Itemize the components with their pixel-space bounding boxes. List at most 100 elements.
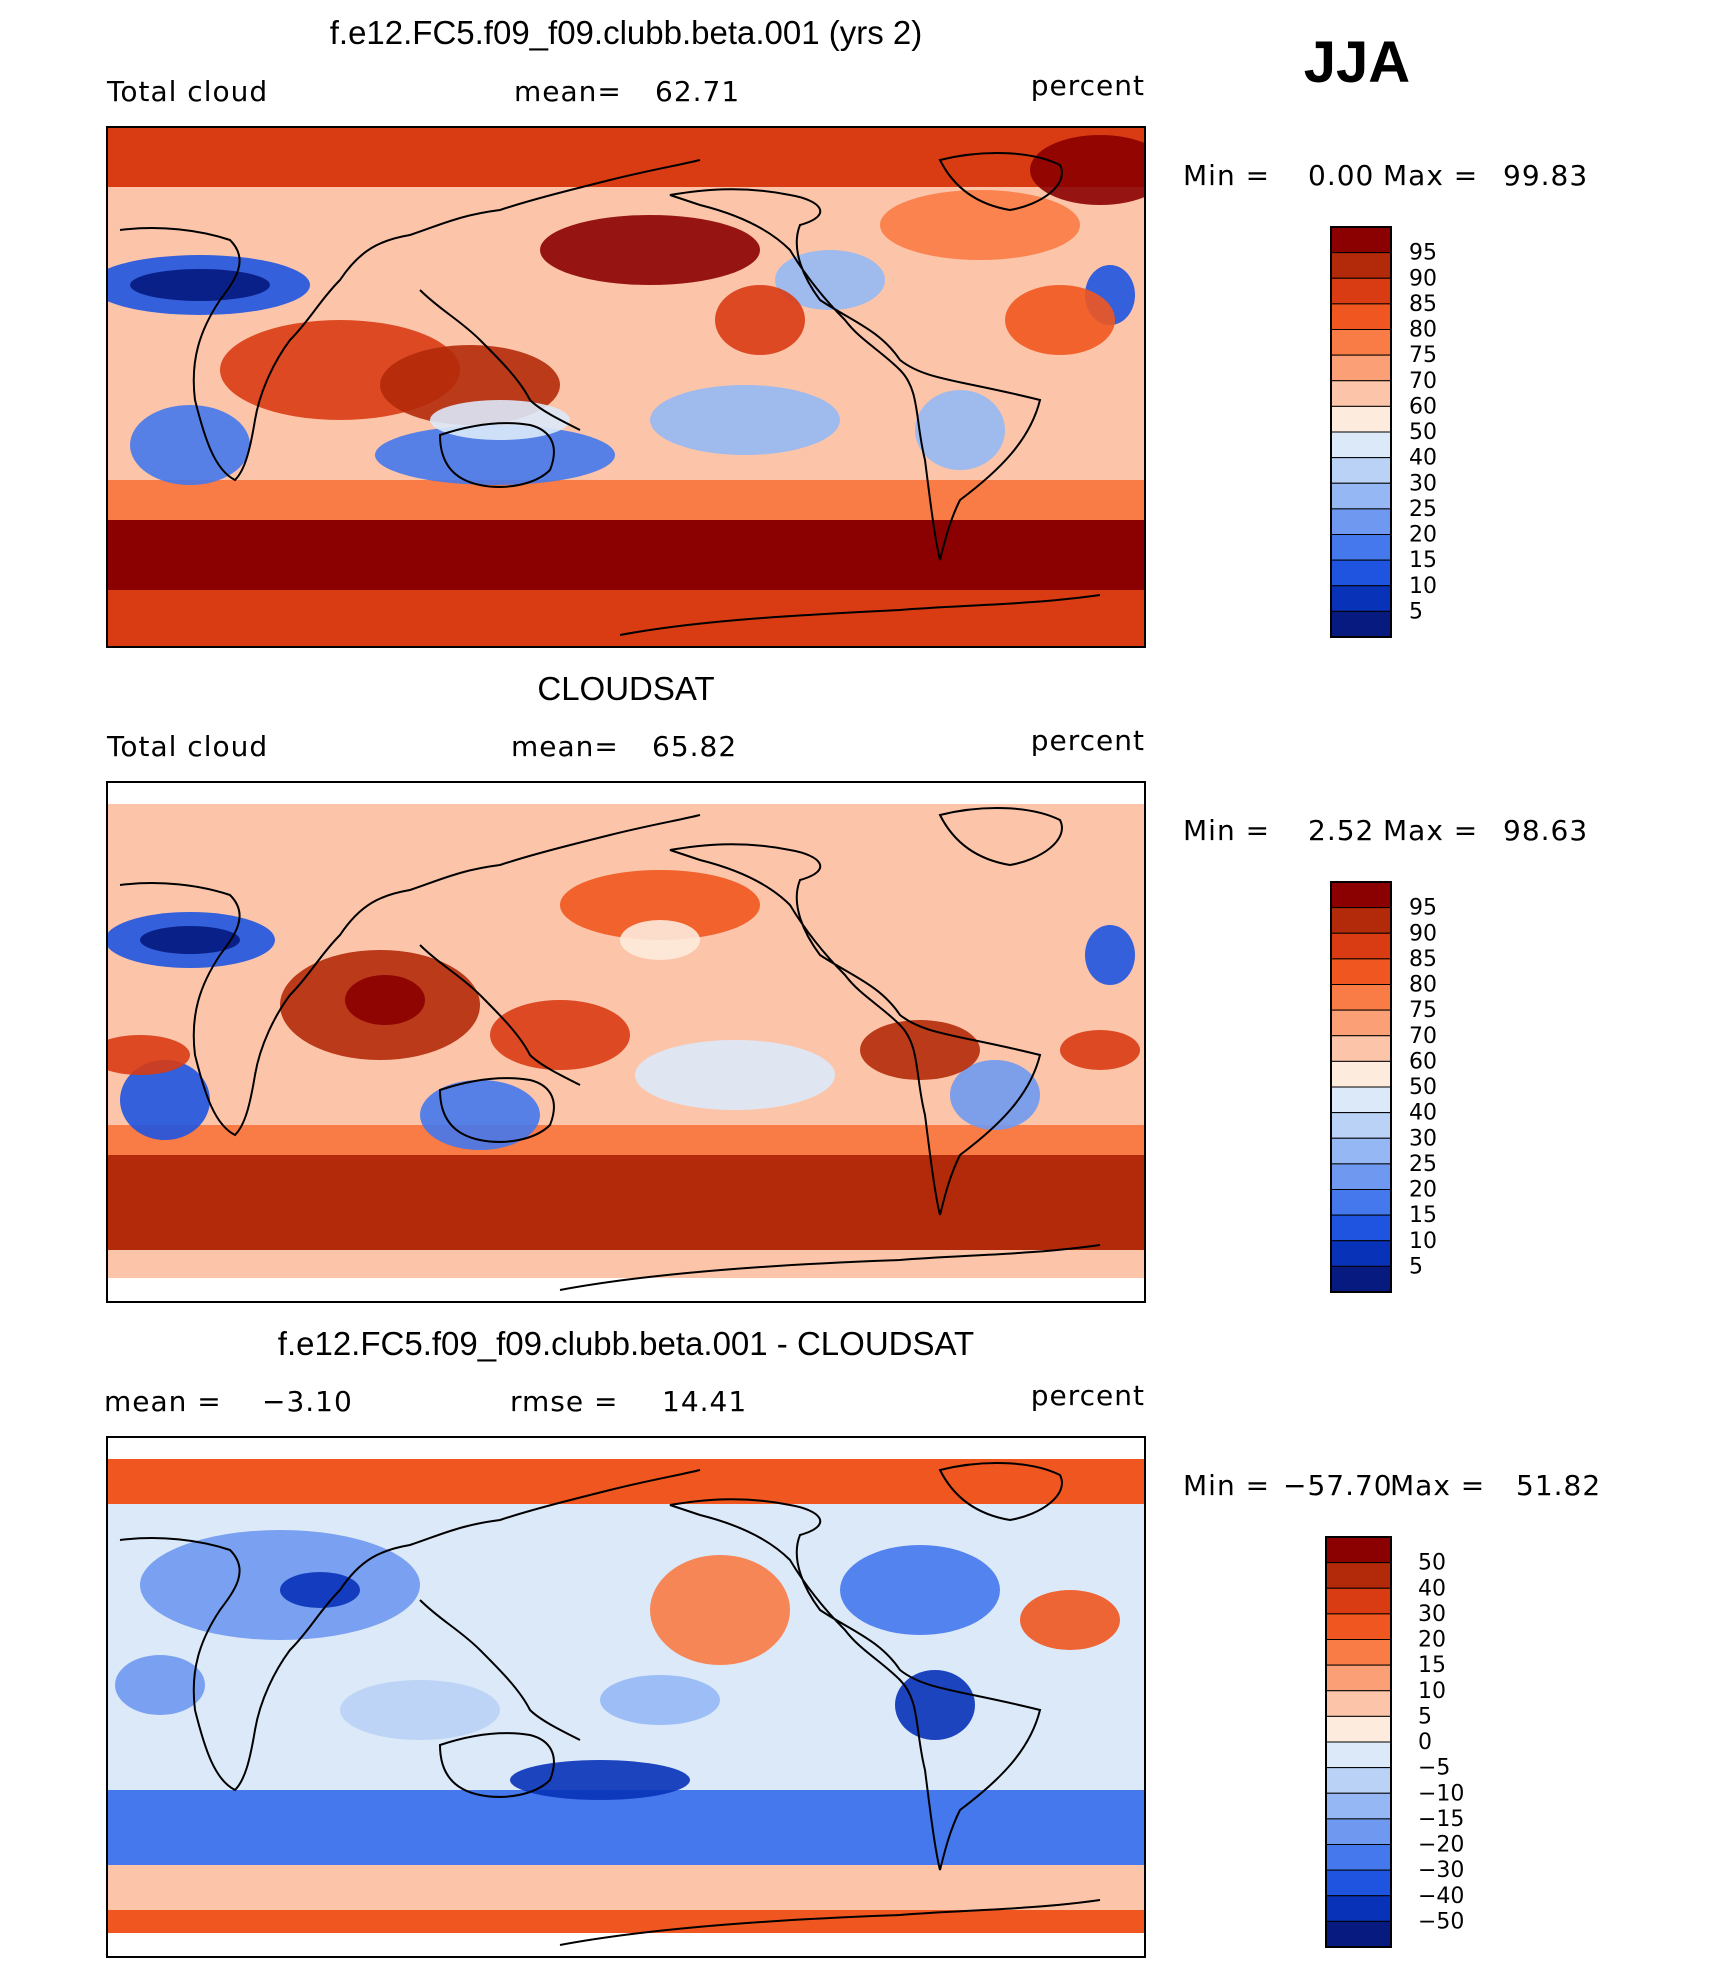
colorbar-swatch: [1330, 431, 1392, 459]
colorbar-swatch: [1325, 1792, 1392, 1820]
colorbar-swatch: [1325, 1690, 1392, 1717]
colorbar-swatch: [1330, 1240, 1392, 1267]
field-band: [107, 1865, 1145, 1910]
colorbar-tick-label: 30: [1418, 1602, 1446, 1627]
field-region: [140, 926, 240, 954]
colorbar-swatch: [1330, 329, 1392, 356]
colorbar-tick-label: 50: [1409, 420, 1437, 445]
field-band: [107, 1125, 1145, 1155]
colorbar-tick-label: −40: [1418, 1884, 1464, 1909]
mean-value: 62.71: [655, 75, 740, 108]
colorbar-swatch: [1330, 1112, 1392, 1139]
max-value: 98.63: [1503, 814, 1588, 847]
colorbar-swatch: [1330, 354, 1392, 382]
coastline-asia-east: [419, 1599, 581, 1741]
field-region: [345, 975, 425, 1025]
colorbar-tick-label: 50: [1409, 1075, 1437, 1100]
colorbar-swatch: [1330, 1214, 1392, 1242]
colorbar-swatch: [1330, 380, 1392, 407]
min-label: Min =: [1183, 814, 1270, 847]
field-band: [107, 1790, 1145, 1865]
panel-model: f.e12.FC5.f09_f09.clubb.beta.001 (yrs 2)…: [106, 14, 1587, 648]
colorbar-swatch: [1330, 1137, 1392, 1165]
mean-value: 65.82: [652, 730, 737, 763]
min-label: Min =: [1183, 159, 1270, 192]
colorbar-swatch: [1330, 1060, 1392, 1088]
panel-title: CLOUDSAT: [537, 670, 714, 707]
colorbar-swatch: [1330, 1163, 1392, 1190]
colorbar-swatch: [1325, 1818, 1392, 1845]
coastline-antarctica: [559, 1899, 1101, 1946]
field-region: [1005, 285, 1115, 355]
colorbar-swatch: [1330, 1189, 1392, 1216]
field-region: [510, 1760, 690, 1800]
colorbar-tick-label: 30: [1409, 471, 1437, 496]
colorbar-tick-label: 60: [1409, 394, 1437, 419]
colorbar-frame: [1330, 881, 1392, 1293]
min-label: Min =: [1183, 1469, 1270, 1502]
colorbar-tick-label: −20: [1418, 1833, 1464, 1858]
colorbar-tick-label: 95: [1409, 241, 1437, 266]
field-region: [130, 405, 250, 485]
colorbar-swatch: [1330, 277, 1392, 305]
colorbar-tick-label: 40: [1409, 446, 1437, 471]
colorbar-tick-label: 0: [1418, 1730, 1432, 1755]
colorbar-tick-label: 25: [1409, 497, 1437, 522]
colorbar-swatch: [1330, 585, 1392, 612]
colorbar-tick-label: 75: [1409, 343, 1437, 368]
field-region: [430, 400, 570, 440]
colorbar-tick-label: −5: [1418, 1756, 1450, 1781]
colorbar-tick-label: 50: [1418, 1551, 1446, 1576]
colorbar-tick-label: 75: [1409, 998, 1437, 1023]
colorbar-tick-label: 10: [1409, 1229, 1437, 1254]
colorbar-tick-label: −10: [1418, 1781, 1464, 1806]
field-band: [107, 590, 1145, 647]
field-region: [895, 1670, 975, 1740]
panel-title: f.e12.FC5.f09_f09.clubb.beta.001 - CLOUD…: [278, 1325, 974, 1362]
colorbar-tick-label: 5: [1409, 1254, 1423, 1279]
colorbar-swatch: [1330, 482, 1392, 510]
colorbar-tick-label: 70: [1409, 1024, 1437, 1049]
left-label: Total cloud: [106, 730, 268, 763]
colorbar-tick-label: 60: [1409, 1049, 1437, 1074]
coastline-greenland: [938, 152, 1063, 212]
max-label: Max =: [1383, 159, 1478, 192]
colorbar-frame: [1330, 226, 1392, 638]
units-label: percent: [1031, 1379, 1145, 1412]
colorbar-swatch: [1330, 559, 1392, 587]
map-frame: [106, 126, 1146, 648]
season-label: JJA: [1304, 30, 1410, 95]
field-region: [107, 1035, 190, 1075]
colorbar-swatch: [1330, 252, 1392, 279]
colorbar-tick-label: −30: [1418, 1858, 1464, 1883]
field-region: [1060, 1030, 1140, 1070]
field-region: [650, 1555, 790, 1665]
colorbar-swatch: [1330, 226, 1392, 254]
colorbar-tick-label: 40: [1418, 1576, 1446, 1601]
mean-label: mean=: [514, 75, 622, 108]
heatmap-field: [107, 127, 1145, 647]
colorbar-swatch: [1325, 1587, 1392, 1615]
colorbar-tick-label: 15: [1409, 1203, 1437, 1228]
field-region: [840, 1545, 1000, 1635]
left-label: mean =: [104, 1385, 222, 1418]
colorbar-tick-label: 15: [1418, 1653, 1446, 1678]
colorbar-swatch: [1330, 1086, 1392, 1114]
heatmap-field: [107, 870, 1145, 1280]
coastline-australia: [438, 1732, 555, 1798]
max-label: Max =: [1383, 814, 1478, 847]
colorbar-swatch: [1330, 932, 1392, 960]
colorbar-tick-label: 20: [1418, 1628, 1446, 1653]
colorbar-swatch: [1330, 457, 1392, 484]
colorbar-swatch: [1330, 1009, 1392, 1037]
field-region: [1085, 925, 1135, 985]
colorbar-swatch: [1325, 1715, 1392, 1743]
left-value: −3.10: [262, 1385, 353, 1418]
colorbar-tick-label: 10: [1409, 574, 1437, 599]
colorbar-tick-label: 5: [1409, 599, 1423, 624]
max-label: Max =: [1390, 1469, 1485, 1502]
coastline-greenland: [938, 807, 1063, 867]
units-label: percent: [1031, 69, 1145, 102]
